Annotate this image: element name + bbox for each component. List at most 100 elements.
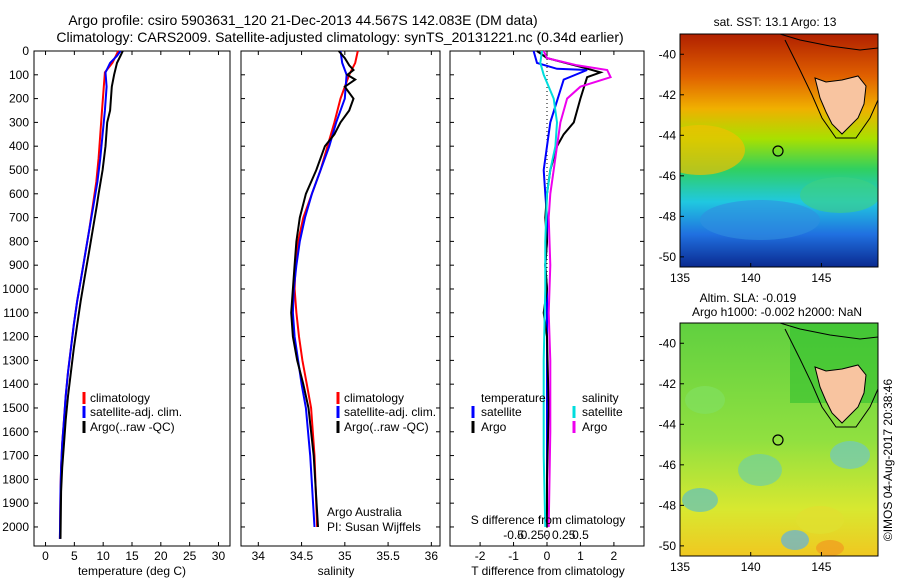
temperature-chart: 0100200300400500600700800900100011001200… <box>2 44 225 563</box>
difference-legend: temperature salinity satellite Argo sate… <box>471 391 623 434</box>
series-line-argo-raw-qc <box>290 50 358 528</box>
map-y-tick-label: -40 <box>659 47 677 61</box>
sla-blob <box>830 441 870 469</box>
figure-title-line2: Climatology: CARS2009. Satellite-adjuste… <box>56 29 623 45</box>
mainland-coast <box>779 323 878 340</box>
map-x-tick-label: 140 <box>741 271 761 285</box>
y-tick-label: 600 <box>9 187 29 201</box>
legend-label-satellite: satellite-adj. clim. <box>90 405 182 419</box>
series-line-argo-raw-qc <box>59 50 124 539</box>
map-y-tick-label: -48 <box>659 209 677 223</box>
map-y-tick-label: -42 <box>659 377 677 391</box>
legend-label-argo: Argo(..raw -QC) <box>344 420 429 434</box>
x-tick-label: 30 <box>212 549 226 563</box>
sst-warm-patch <box>680 125 745 175</box>
difference-chart: -2 -1 0 1 2-0.5-0.25 0 0.250.5 <box>450 50 644 563</box>
y-tick-label: 1500 <box>2 401 29 415</box>
x-tick-label: 36 <box>425 549 439 563</box>
y-tick-label: 1100 <box>3 306 29 320</box>
sla-map-title-line2: Argo h1000: -0.002 h2000: NaN <box>692 305 862 319</box>
y-tick-label: 400 <box>9 139 29 153</box>
x-tick-label: 35.5 <box>376 549 400 563</box>
legend-label-sal-satellite: satellite <box>582 405 623 419</box>
map-y-tick-label: -46 <box>659 458 677 472</box>
figure-title-line1: Argo profile: csiro 5903631_120 21-Dec-2… <box>68 12 537 28</box>
sla-map-axes: 135 140 145 -40 -42 -44 -46 -48 -50 <box>659 336 832 574</box>
map-x-tick-label: 135 <box>670 271 690 285</box>
map-x-tick-label: 145 <box>811 271 831 285</box>
map-x-tick-label: 145 <box>811 560 831 574</box>
salinity-xlabel: salinity <box>318 564 355 578</box>
salinity-annotation-line2: PI: Susan Wijffels <box>327 520 421 534</box>
x-tick-label: 10 <box>96 549 110 563</box>
x-tick-label: 15 <box>125 549 139 563</box>
salinity-panel-frame <box>240 50 441 547</box>
sst-map-axes: 135 140 145 -40 -42 -44 -46 -48 -50 <box>659 47 832 285</box>
argo-location-marker <box>772 434 784 446</box>
y-tick-label: 100 <box>9 68 29 82</box>
x-tick-label: 35 <box>338 549 352 563</box>
x-tick-label: 25 <box>183 549 197 563</box>
map-x-tick-label: 140 <box>741 560 761 574</box>
sla-map-title-line1: Altim. SLA: -0.019 <box>700 291 797 305</box>
difference-xlabel-top: S difference from climatology <box>471 513 626 527</box>
x-tick-label: 2 <box>611 549 618 563</box>
series-line-satellite-adj-clim <box>291 50 348 528</box>
x-tick-label: 0 <box>42 549 49 563</box>
shelf-contour <box>784 39 878 139</box>
sst-cool-patch <box>700 200 820 240</box>
temperature-xlabel: temperature (deg C) <box>78 564 186 578</box>
y-tick-label: 200 <box>9 92 29 106</box>
sla-blob <box>682 488 718 512</box>
mainland-coast <box>779 34 878 51</box>
s-diff-tick-label: 0 <box>544 528 551 542</box>
map-x-tick-label: 135 <box>670 560 690 574</box>
tasmania-land <box>814 364 867 424</box>
sla-blob <box>781 530 809 550</box>
y-tick-label: 500 <box>9 163 29 177</box>
x-tick-label: 34 <box>252 549 266 563</box>
y-tick-label: 1400 <box>2 377 29 391</box>
legend-label-temp-argo: Argo <box>481 420 507 434</box>
map-y-tick-label: -42 <box>659 88 677 102</box>
sst-map <box>680 34 878 267</box>
argo-location-marker <box>772 145 784 157</box>
y-tick-label: 1600 <box>2 425 29 439</box>
map-y-tick-label: -40 <box>659 336 677 350</box>
temperature-panel-frame <box>33 50 231 547</box>
temperature-legend: climatology satellite-adj. clim. Argo(..… <box>82 391 182 434</box>
sla-map <box>680 323 878 556</box>
legend-label-climatology: climatology <box>90 391 150 405</box>
y-tick-label: 0 <box>22 44 29 58</box>
tasmania-land <box>814 75 867 135</box>
map-y-tick-label: -44 <box>659 417 677 431</box>
y-tick-label: 1300 <box>2 353 29 367</box>
legend-heading-temperature: temperature <box>481 391 546 405</box>
legend-label-sal-argo: Argo <box>582 420 608 434</box>
s-diff-tick-label: -0.5 <box>503 528 524 542</box>
sla-blob <box>685 386 725 414</box>
sla-map-frame <box>679 322 879 557</box>
y-tick-label: 800 <box>9 234 29 248</box>
sst-green-patch <box>800 177 878 213</box>
series-line-satellite-adj-clim <box>58 50 122 539</box>
y-tick-label: 1900 <box>2 496 29 510</box>
y-tick-label: 1000 <box>2 282 29 296</box>
y-tick-label: 2000 <box>2 520 29 534</box>
map-y-tick-label: -50 <box>659 250 677 264</box>
map-y-tick-label: -48 <box>659 498 677 512</box>
sst-map-frame <box>679 33 879 268</box>
x-tick-label: 34.5 <box>290 549 314 563</box>
y-tick-label: 700 <box>9 211 29 225</box>
legend-heading-salinity: salinity <box>582 391 619 405</box>
series-line-climatology <box>58 50 120 539</box>
x-tick-label: 0 <box>544 549 551 563</box>
sst-map-title: sat. SST: 13.1 Argo: 13 <box>714 15 837 29</box>
s-diff-tick-label: -0.25 <box>517 528 545 542</box>
x-tick-label: 20 <box>154 549 168 563</box>
sla-blob <box>816 540 844 556</box>
salinity-legend: climatology satellite-adj. clim. Argo(..… <box>336 391 436 434</box>
sla-blob <box>738 454 782 486</box>
imos-credit: ©IMOS 04-Aug-2017 20:38:46 <box>881 379 895 542</box>
